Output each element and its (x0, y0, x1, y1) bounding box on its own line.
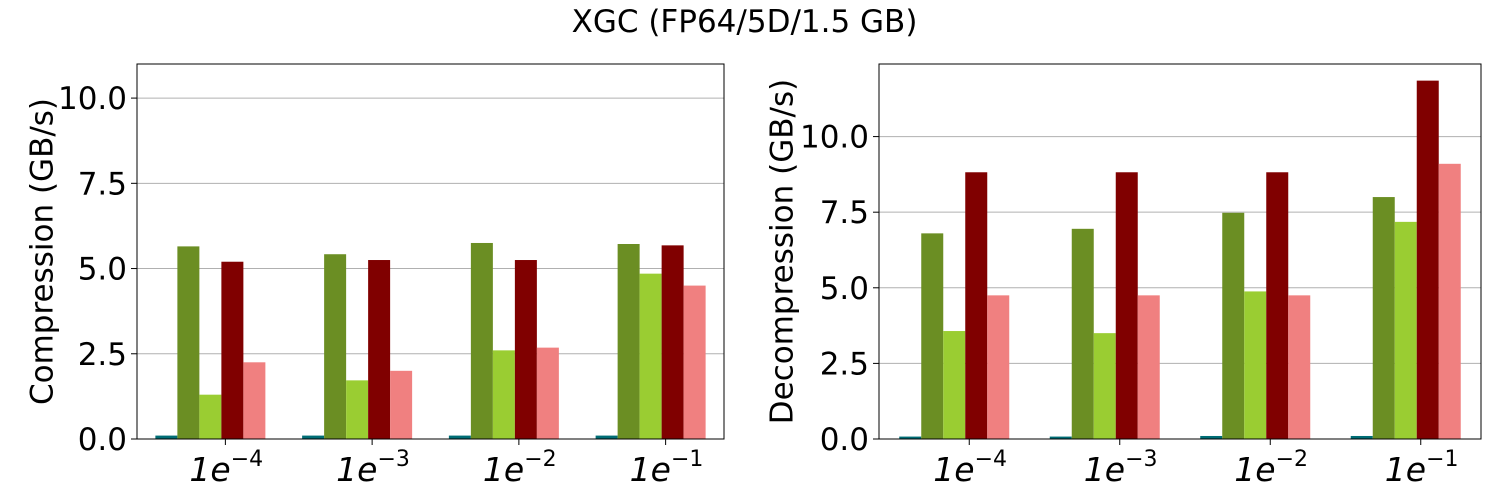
x-tick-label: 1e−2 (483, 447, 557, 489)
bar (324, 254, 347, 439)
bar (346, 380, 369, 439)
bar (221, 261, 244, 439)
bar (1372, 197, 1395, 439)
x-tick-label: 1e−4 (933, 447, 1007, 489)
bar (1394, 221, 1417, 439)
x-tick-label: 1e−1 (630, 447, 704, 489)
bar (470, 242, 493, 439)
bar (1071, 228, 1094, 439)
bar (368, 260, 391, 439)
bar (943, 331, 966, 439)
x-tick-label: 1e−1 (1385, 447, 1459, 489)
bar (514, 260, 537, 439)
bar (390, 370, 413, 439)
bar (1200, 435, 1223, 439)
bar (1350, 435, 1373, 439)
y-tick-label: 5.0 (820, 271, 869, 307)
y-tick-label: 2.5 (820, 346, 869, 382)
chart-panel-1: 0.0 2.5 5.0 7.5 10.0 1e−4 1e−3 1e−2 1e−1 Compress… (25, 63, 725, 489)
bar (987, 295, 1010, 439)
bar (921, 233, 944, 439)
bar (1288, 295, 1311, 439)
bar (1137, 295, 1160, 439)
bar (1049, 436, 1072, 439)
bar (899, 436, 922, 439)
y-tick-label: 0.0 (78, 422, 127, 458)
y-tick-label: 2.5 (78, 337, 127, 373)
bar (302, 435, 325, 439)
bar (155, 435, 178, 439)
x-tick-label: 1e−3 (336, 447, 410, 489)
x-tick-label: 1e−3 (1084, 447, 1158, 489)
y-axis-label: Compression (GB/s) (25, 98, 61, 405)
x-tick-label: 1e−2 (1234, 447, 1308, 489)
bar (1438, 163, 1461, 439)
bar (536, 347, 559, 439)
plot-frame (878, 63, 1482, 440)
bar (177, 246, 200, 439)
y-tick-label: 5.0 (78, 252, 127, 288)
bar (965, 172, 988, 440)
bar (617, 244, 640, 439)
bar (1115, 172, 1138, 440)
bar (1244, 291, 1267, 439)
bar (1416, 80, 1439, 440)
x-tick-label: 1e−4 (189, 447, 263, 489)
bar (1222, 212, 1245, 439)
y-tick-label: 10.0 (58, 81, 127, 117)
chart-panel-2: 0.0 2.5 5.0 7.5 10.0 1e−4 1e−3 1e−2 1e−1 Decompre… (765, 63, 1482, 489)
bar (683, 285, 706, 439)
bar (1093, 333, 1116, 439)
bar (595, 435, 618, 439)
y-tick-label: 7.5 (820, 195, 869, 231)
bar (639, 273, 662, 439)
y-tick-label: 10.0 (800, 120, 869, 156)
bar (199, 394, 222, 439)
y-tick-label: 0.0 (820, 422, 869, 458)
bar (661, 245, 684, 439)
bar (243, 362, 266, 439)
y-axis-label: Decompression (GB/s) (765, 79, 801, 424)
bar (492, 350, 515, 439)
figure-title: XGC (FP64/5D/1.5 GB) (571, 4, 918, 40)
bar (448, 435, 471, 439)
bar (1266, 172, 1289, 440)
y-tick-label: 7.5 (78, 166, 127, 202)
plot-frame (136, 63, 725, 440)
